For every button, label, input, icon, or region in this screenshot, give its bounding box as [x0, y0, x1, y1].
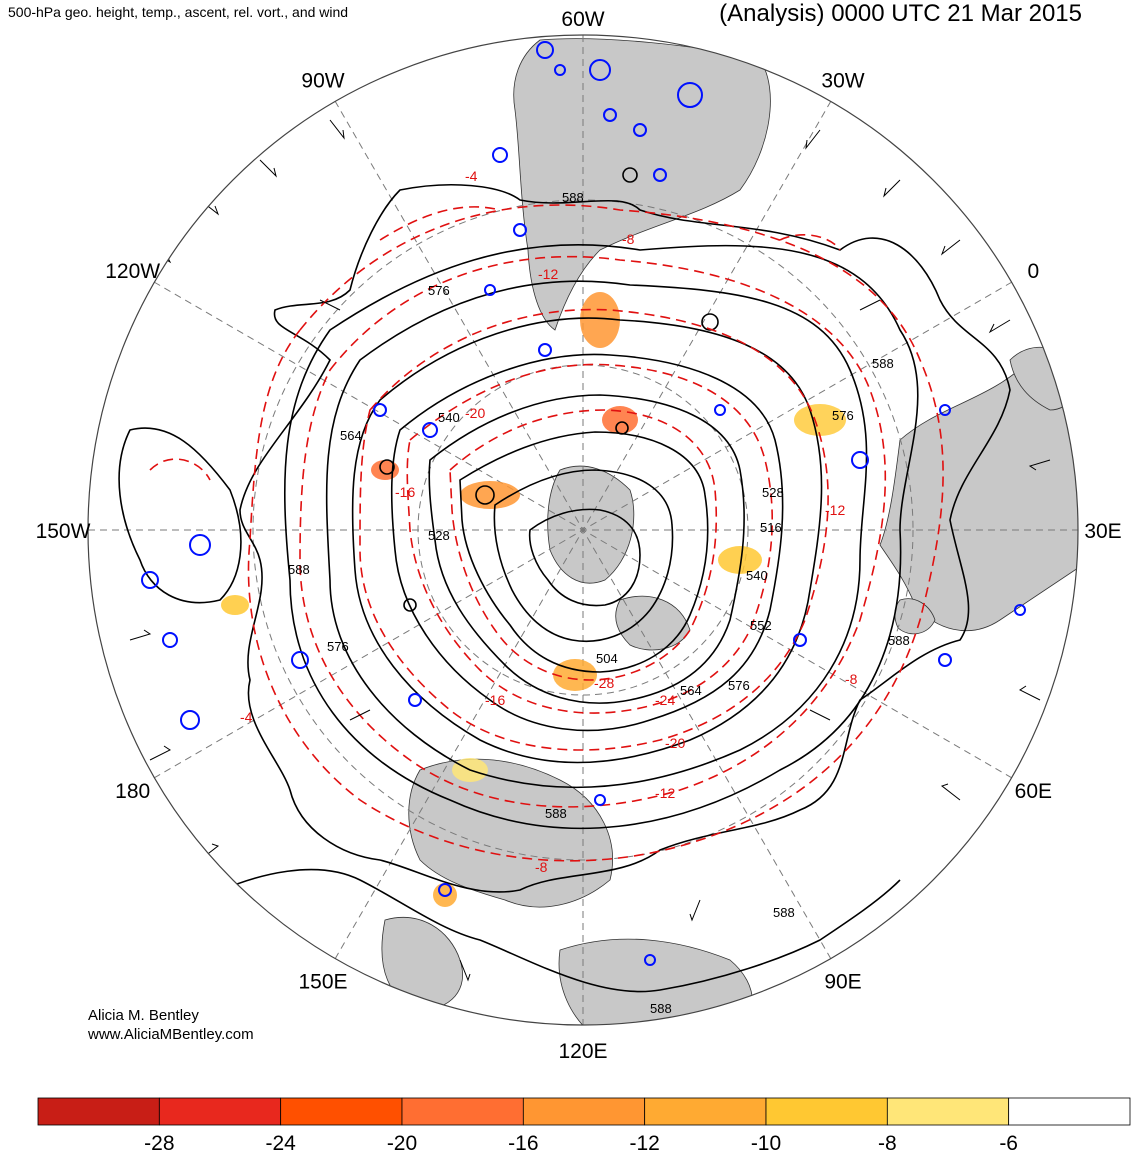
land-kamchatka [381, 917, 463, 1011]
colorbar-box-4 [522, 1097, 646, 1126]
lon-150e-label: 150E [298, 970, 347, 993]
lon-60w-label: 60W [561, 8, 604, 31]
height-labels: 588 576 564 540 528 588 576 528 516 540 … [288, 190, 910, 1016]
colorbar-tick-4: -12 [629, 1132, 659, 1155]
height-label-564-b: 564 [680, 683, 702, 698]
height-label-564-a: 564 [340, 428, 362, 443]
wind-barbs [129, 119, 1051, 982]
temp-label-8-c: -8 [535, 859, 548, 875]
temp-label-16-b: -16 [485, 692, 505, 708]
colorbar-box-5 [644, 1097, 767, 1126]
temp-label-4-a: -4 [465, 168, 478, 184]
height-label-528-a: 528 [428, 528, 450, 543]
temp-label-12-c: -12 [655, 785, 675, 801]
colorbar-tick-6: -8 [878, 1132, 897, 1155]
height-label-588-b: 588 [872, 356, 894, 371]
temp-label-8-b: -8 [845, 671, 858, 687]
height-label-576-d: 576 [327, 639, 349, 654]
colorbar-tick-0: -28 [144, 1132, 174, 1155]
height-label-552-b: 552 [750, 618, 772, 633]
height-label-576-c: 576 [728, 678, 750, 693]
land-east-asia [408, 758, 613, 908]
height-label-516-b: 516 [760, 520, 782, 535]
colorbar-tick-1: -24 [265, 1132, 296, 1155]
height-label-540-a: 540 [438, 410, 460, 425]
temperature-contours [149, 204, 944, 862]
height-label-576-a: 576 [428, 283, 450, 298]
height-label-588-d: 588 [545, 806, 567, 821]
height-label-528-b: 528 [762, 485, 784, 500]
colorbar-box-1 [158, 1097, 282, 1126]
lon-30e-label: 30E [1084, 520, 1121, 543]
colorbar-box-2 [280, 1097, 403, 1126]
colorbar-box-3 [401, 1097, 524, 1126]
lon-120e-label: 120E [558, 1040, 607, 1063]
temp-label-8-a: -8 [622, 231, 635, 247]
colorbar: -28 -24 -20 -16 -12 -10 -8 -6 [37, 1097, 1131, 1155]
height-label-588-c: 588 [288, 562, 310, 577]
map-border [87, 34, 1079, 1026]
colorbar-box-6 [765, 1097, 888, 1126]
analysis-time: (Analysis) 0000 UTC 21 Mar 2015 [719, 0, 1082, 27]
colorbar-tick-labels: -28 -24 -20 -16 -12 -10 -8 -6 [144, 1132, 1018, 1155]
website-credit: www.AliciaMBentley.com [88, 1026, 254, 1043]
longitude-labels: 60W 30W 0 30E 60E 90E 120E 150E 180 150W 120W 90W [36, 8, 1122, 1063]
lon-90e-label: 90E [824, 970, 861, 993]
colorbar-box-7 [886, 1097, 1010, 1126]
temp-label-20-a: -20 [465, 405, 485, 421]
height-label-588-e: 588 [888, 633, 910, 648]
height-label-588-a: 588 [562, 190, 584, 205]
height-contours [118, 167, 1011, 993]
author-credit: Alicia M. Bentley [88, 1007, 199, 1024]
height-label-504: 504 [596, 651, 618, 666]
temp-label-20-b: -20 [665, 735, 685, 751]
colorbar-tick-3: -16 [508, 1132, 538, 1155]
land-arctic-east [615, 595, 691, 651]
colorbar-tick-7: -6 [999, 1132, 1018, 1155]
temp-label-24-b: -24 [655, 692, 675, 708]
lon-0-label: 0 [1027, 260, 1039, 283]
vorticity-contours [141, 41, 1026, 966]
temp-label-12-b: -12 [825, 502, 845, 518]
lon-150w-label: 150W [36, 520, 91, 543]
height-label-540-b: 540 [746, 568, 768, 583]
temp-label-28: -28 [594, 675, 614, 691]
lon-30w-label: 30W [821, 70, 864, 93]
colorbar-boxes [37, 1097, 1131, 1126]
colorbar-box-0 [37, 1097, 160, 1126]
temperature-labels: -8 -4 -12 -20 -16 -12 -8 -24 -28 -20 -16… [240, 168, 858, 875]
colorbar-tick-5: -10 [751, 1132, 781, 1155]
lon-90w-label: 90W [301, 70, 344, 93]
temp-label-16-a: -16 [395, 484, 415, 500]
colorbar-tick-2: -20 [387, 1132, 417, 1155]
temp-label-4-b: -4 [240, 709, 253, 725]
lon-120w-label: 120W [105, 260, 160, 283]
product-title: 500-hPa geo. height, temp., ascent, rel.… [8, 4, 349, 20]
lon-180-label: 180 [115, 780, 150, 803]
height-label-576-b: 576 [832, 408, 854, 423]
lon-60e-label: 60E [1015, 780, 1052, 803]
height-label-588-g: 588 [650, 1001, 672, 1016]
graticule [88, 35, 1078, 1025]
height-label-588-f: 588 [773, 905, 795, 920]
land-arctic-islands [547, 465, 635, 584]
temp-label-12-a: -12 [538, 266, 558, 282]
colorbar-box-8 [1008, 1097, 1131, 1126]
